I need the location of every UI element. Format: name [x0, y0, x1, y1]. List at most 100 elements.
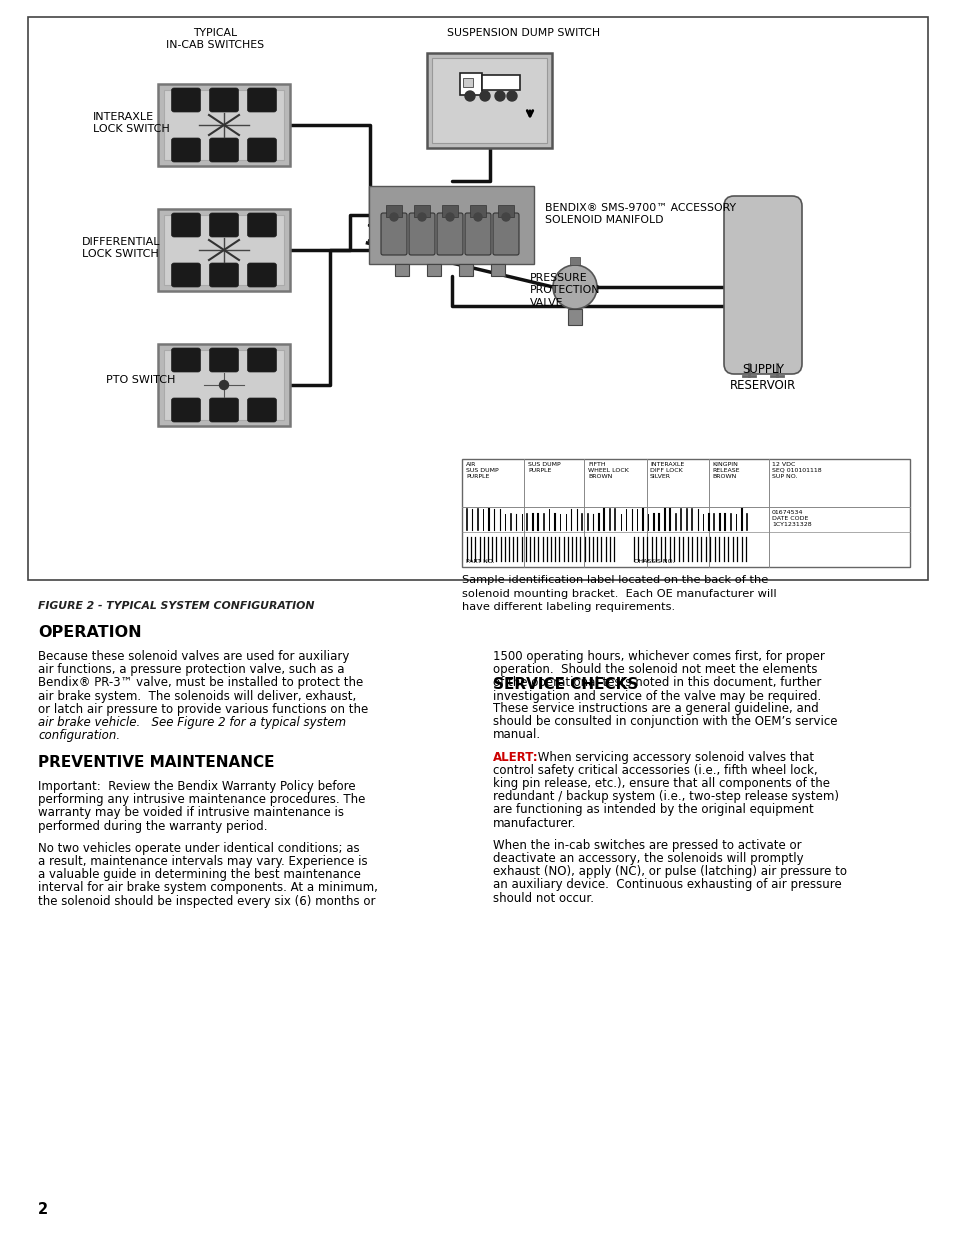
- Text: an auxiliary device.  Continuous exhausting of air pressure: an auxiliary device. Continuous exhausti…: [493, 878, 841, 892]
- Text: SERVICE CHECKS: SERVICE CHECKS: [493, 677, 638, 692]
- Text: operation.  Should the solenoid not meet the elements: operation. Should the solenoid not meet …: [493, 663, 817, 677]
- Circle shape: [219, 380, 229, 389]
- Bar: [164, 350, 284, 420]
- Text: control safety critical accessories (i.e., fifth wheel lock,: control safety critical accessories (i.e…: [493, 763, 817, 777]
- FancyBboxPatch shape: [210, 88, 238, 112]
- Text: SUPPLY
RESERVOIR: SUPPLY RESERVOIR: [729, 363, 796, 391]
- Bar: [164, 215, 284, 285]
- Text: exhaust (NO), apply (NC), or pulse (latching) air pressure to: exhaust (NO), apply (NC), or pulse (latc…: [493, 866, 846, 878]
- Text: air brake vehicle.   See Figure 2 for a typical system: air brake vehicle. See Figure 2 for a ty…: [38, 716, 346, 729]
- FancyBboxPatch shape: [247, 348, 276, 372]
- Circle shape: [417, 212, 426, 221]
- Bar: [461, 459, 909, 567]
- FancyBboxPatch shape: [247, 398, 276, 422]
- Bar: [441, 205, 457, 217]
- Bar: [158, 209, 290, 291]
- Text: OPERATION: OPERATION: [38, 625, 141, 640]
- Text: should be consulted in conjunction with the OEM’s service: should be consulted in conjunction with …: [493, 715, 837, 729]
- FancyBboxPatch shape: [172, 138, 200, 162]
- FancyBboxPatch shape: [436, 212, 462, 254]
- FancyBboxPatch shape: [210, 398, 238, 422]
- Bar: [470, 205, 485, 217]
- Bar: [459, 73, 481, 95]
- FancyBboxPatch shape: [247, 88, 276, 112]
- Circle shape: [464, 91, 475, 101]
- Text: of the operational tests noted in this document, further: of the operational tests noted in this d…: [493, 677, 821, 689]
- Text: investigation and service of the valve may be required.: investigation and service of the valve m…: [493, 689, 821, 703]
- Bar: [395, 264, 409, 275]
- Circle shape: [501, 212, 510, 221]
- Bar: [369, 186, 534, 264]
- Bar: [567, 309, 581, 325]
- FancyBboxPatch shape: [464, 212, 491, 254]
- FancyBboxPatch shape: [409, 212, 435, 254]
- Text: deactivate an accessory, the solenoids will promptly: deactivate an accessory, the solenoids w…: [493, 852, 802, 864]
- Circle shape: [474, 212, 481, 221]
- Bar: [458, 264, 473, 275]
- FancyBboxPatch shape: [172, 398, 200, 422]
- Text: performed during the warranty period.: performed during the warranty period.: [38, 820, 267, 832]
- Circle shape: [390, 212, 397, 221]
- FancyBboxPatch shape: [493, 212, 518, 254]
- Bar: [569, 257, 579, 266]
- Bar: [164, 90, 284, 161]
- Text: Bendix® PR-3™ valve, must be installed to protect the: Bendix® PR-3™ valve, must be installed t…: [38, 677, 363, 689]
- Text: Important:  Review the Bendix Warranty Policy before: Important: Review the Bendix Warranty Po…: [38, 781, 355, 793]
- Bar: [158, 84, 290, 165]
- Text: 2: 2: [38, 1202, 48, 1216]
- Text: INTERAXLE
DIFF LOCK
SILVER: INTERAXLE DIFF LOCK SILVER: [649, 462, 683, 479]
- FancyBboxPatch shape: [172, 212, 200, 237]
- Text: or latch air pressure to provide various functions on the: or latch air pressure to provide various…: [38, 703, 368, 716]
- Text: manual.: manual.: [493, 729, 540, 741]
- FancyBboxPatch shape: [210, 138, 238, 162]
- Text: BENDIX® SMS-9700™ ACCESSORY
SOLENOID MANIFOLD: BENDIX® SMS-9700™ ACCESSORY SOLENOID MAN…: [544, 203, 735, 226]
- Text: No two vehicles operate under identical conditions; as: No two vehicles operate under identical …: [38, 842, 359, 855]
- Text: AIR
SUS DUMP
PURPLE: AIR SUS DUMP PURPLE: [465, 462, 498, 479]
- Text: CHASSIS NO.: CHASSIS NO.: [634, 559, 674, 564]
- Text: PRESSURE
PROTECTION
VALVE: PRESSURE PROTECTION VALVE: [530, 273, 599, 308]
- Bar: [28, 17, 927, 580]
- Bar: [481, 75, 519, 90]
- Text: SUS DUMP
PURPLE: SUS DUMP PURPLE: [527, 462, 560, 473]
- FancyBboxPatch shape: [247, 138, 276, 162]
- Text: PART NO.: PART NO.: [465, 559, 494, 564]
- Text: SUSPENSION DUMP SWITCH: SUSPENSION DUMP SWITCH: [447, 28, 600, 38]
- Text: INTERAXLE
LOCK SWITCH: INTERAXLE LOCK SWITCH: [92, 112, 170, 135]
- Text: PTO SWITCH: PTO SWITCH: [106, 375, 175, 385]
- Text: air functions, a pressure protection valve, such as a: air functions, a pressure protection val…: [38, 663, 344, 677]
- Text: 12 VDC
SEQ 010101118
SUP NO.: 12 VDC SEQ 010101118 SUP NO.: [771, 462, 821, 479]
- FancyBboxPatch shape: [380, 212, 407, 254]
- Text: PREVENTIVE MAINTENANCE: PREVENTIVE MAINTENANCE: [38, 755, 274, 769]
- Text: are functioning as intended by the original equipment: are functioning as intended by the origi…: [493, 804, 813, 816]
- FancyBboxPatch shape: [172, 263, 200, 287]
- Bar: [158, 345, 290, 426]
- Circle shape: [479, 91, 490, 101]
- Text: redundant / backup system (i.e., two-step release system): redundant / backup system (i.e., two-ste…: [493, 790, 838, 803]
- FancyBboxPatch shape: [172, 348, 200, 372]
- Text: TYPICAL
IN-CAB SWITCHES: TYPICAL IN-CAB SWITCHES: [166, 28, 264, 51]
- Bar: [427, 53, 552, 147]
- Text: KINGPIN
RELEASE
BROWN: KINGPIN RELEASE BROWN: [711, 462, 739, 479]
- Bar: [462, 78, 473, 86]
- FancyBboxPatch shape: [172, 88, 200, 112]
- Text: performing any intrusive maintenance procedures. The: performing any intrusive maintenance pro…: [38, 793, 365, 806]
- FancyBboxPatch shape: [247, 212, 276, 237]
- Text: manufacturer.: manufacturer.: [493, 816, 576, 830]
- Bar: [432, 58, 547, 142]
- Text: When servicing accessory solenoid valves that: When servicing accessory solenoid valves…: [534, 751, 813, 763]
- Bar: [491, 264, 504, 275]
- Text: should not occur.: should not occur.: [493, 892, 594, 904]
- Bar: [414, 205, 430, 217]
- FancyBboxPatch shape: [210, 212, 238, 237]
- Text: These service instructions are a general guideline, and: These service instructions are a general…: [493, 701, 818, 715]
- Text: ALERT:: ALERT:: [493, 751, 538, 763]
- Text: king pin release, etc.), ensure that all components of the: king pin release, etc.), ensure that all…: [493, 777, 829, 790]
- Circle shape: [553, 266, 597, 309]
- Text: interval for air brake system components. At a minimum,: interval for air brake system components…: [38, 882, 377, 894]
- Circle shape: [446, 212, 454, 221]
- Text: FIFTH
WHEEL LOCK
BROWN: FIFTH WHEEL LOCK BROWN: [587, 462, 628, 479]
- Text: configuration.: configuration.: [38, 729, 120, 742]
- FancyBboxPatch shape: [247, 263, 276, 287]
- Text: Sample identification label located on the back of the
solenoid mounting bracket: Sample identification label located on t…: [461, 576, 776, 613]
- Bar: [497, 205, 514, 217]
